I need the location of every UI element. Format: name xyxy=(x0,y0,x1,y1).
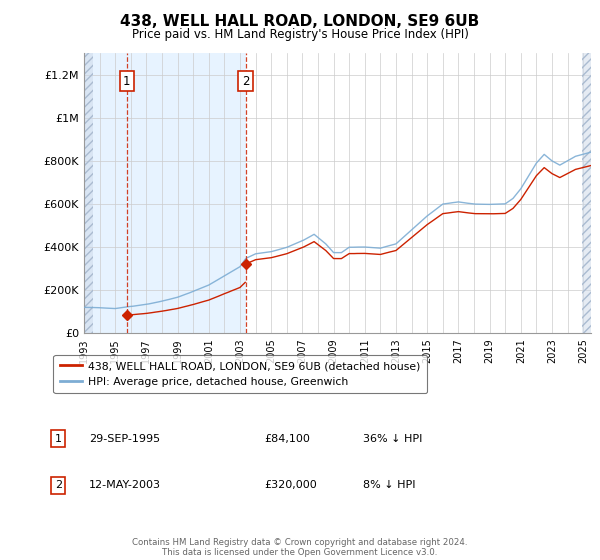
Text: 2: 2 xyxy=(55,480,62,491)
Text: 438, WELL HALL ROAD, LONDON, SE9 6UB: 438, WELL HALL ROAD, LONDON, SE9 6UB xyxy=(121,14,479,29)
Text: 36% ↓ HPI: 36% ↓ HPI xyxy=(363,433,422,444)
Bar xyxy=(581,53,591,333)
Text: 29-SEP-1995: 29-SEP-1995 xyxy=(89,433,160,444)
Bar xyxy=(581,53,591,333)
Bar xyxy=(84,53,246,333)
Bar xyxy=(84,53,94,333)
Text: £320,000: £320,000 xyxy=(265,480,317,491)
Text: 12-MAY-2003: 12-MAY-2003 xyxy=(89,480,161,491)
Legend: 438, WELL HALL ROAD, LONDON, SE9 6UB (detached house), HPI: Average price, detac: 438, WELL HALL ROAD, LONDON, SE9 6UB (de… xyxy=(53,354,427,393)
Bar xyxy=(84,53,94,333)
Text: 1: 1 xyxy=(55,433,62,444)
Text: 1: 1 xyxy=(123,74,131,88)
Text: 2: 2 xyxy=(242,74,250,88)
Text: £84,100: £84,100 xyxy=(265,433,311,444)
Text: 8% ↓ HPI: 8% ↓ HPI xyxy=(363,480,415,491)
Text: Price paid vs. HM Land Registry's House Price Index (HPI): Price paid vs. HM Land Registry's House … xyxy=(131,28,469,41)
Text: Contains HM Land Registry data © Crown copyright and database right 2024.
This d: Contains HM Land Registry data © Crown c… xyxy=(132,538,468,557)
